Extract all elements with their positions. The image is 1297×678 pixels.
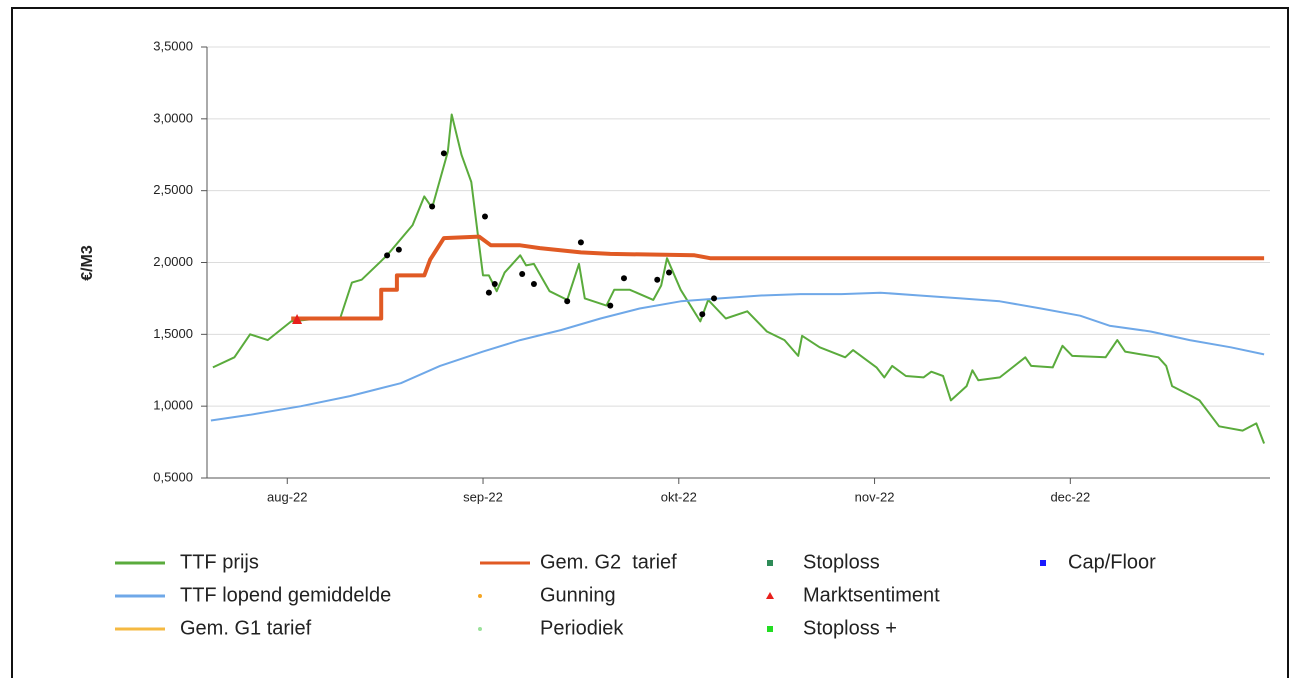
legend-label: Cap/Floor xyxy=(1068,551,1156,573)
y-tick-label: 0,5000 xyxy=(153,469,193,484)
data-point xyxy=(666,269,673,276)
legend-label: TTF prijs xyxy=(180,551,259,573)
legend-swatch xyxy=(478,627,482,631)
y-tick-label: 2,5000 xyxy=(153,182,193,197)
data-point xyxy=(577,239,584,246)
data-point xyxy=(292,313,303,324)
data-point xyxy=(564,298,571,305)
x-tick-label: okt-22 xyxy=(661,489,697,504)
legend-swatch xyxy=(767,560,773,566)
data-point xyxy=(395,246,402,253)
data-point xyxy=(654,276,661,283)
data-point xyxy=(530,281,537,288)
y-tick-label: 1,0000 xyxy=(153,398,193,413)
legend-swatch xyxy=(767,626,773,632)
legend-label: Periodiek xyxy=(540,617,624,639)
data-point xyxy=(481,213,488,220)
series-line xyxy=(212,113,1266,444)
legend-label: Stoploss + xyxy=(803,617,897,639)
legend-label: Gem. G2 tarief xyxy=(540,551,677,573)
data-point xyxy=(429,203,436,210)
data-point xyxy=(485,289,492,296)
data-point xyxy=(491,281,498,288)
y-axis-label: €/M3 xyxy=(79,245,96,281)
y-tick-label: 1,5000 xyxy=(153,326,193,341)
series-line xyxy=(291,234,1265,321)
data-point xyxy=(440,150,447,157)
x-tick-label: dec-22 xyxy=(1050,489,1090,504)
legend-swatch xyxy=(478,594,482,598)
x-tick-label: nov-22 xyxy=(855,489,895,504)
y-tick-label: 3,5000 xyxy=(153,38,193,53)
legend-label: Gunning xyxy=(540,584,616,606)
legend-label: Gem. G1 tarief xyxy=(180,617,312,639)
legend-swatch xyxy=(766,592,774,599)
x-tick-label: aug-22 xyxy=(267,489,307,504)
data-point xyxy=(519,270,526,277)
series-line xyxy=(210,291,1265,422)
frame xyxy=(11,7,1289,678)
y-tick-label: 3,0000 xyxy=(153,110,193,125)
data-point xyxy=(699,311,706,318)
data-point xyxy=(607,302,614,309)
legend-label: TTF lopend gemiddelde xyxy=(180,584,391,606)
data-point xyxy=(711,295,718,302)
y-tick-label: 2,0000 xyxy=(153,254,193,269)
x-tick-label: sep-22 xyxy=(463,489,503,504)
legend-label: Stoploss xyxy=(803,551,880,573)
data-point xyxy=(620,275,627,282)
legend-swatch xyxy=(1040,560,1046,566)
legend-label: Marktsentiment xyxy=(803,584,940,606)
data-point xyxy=(384,252,391,259)
